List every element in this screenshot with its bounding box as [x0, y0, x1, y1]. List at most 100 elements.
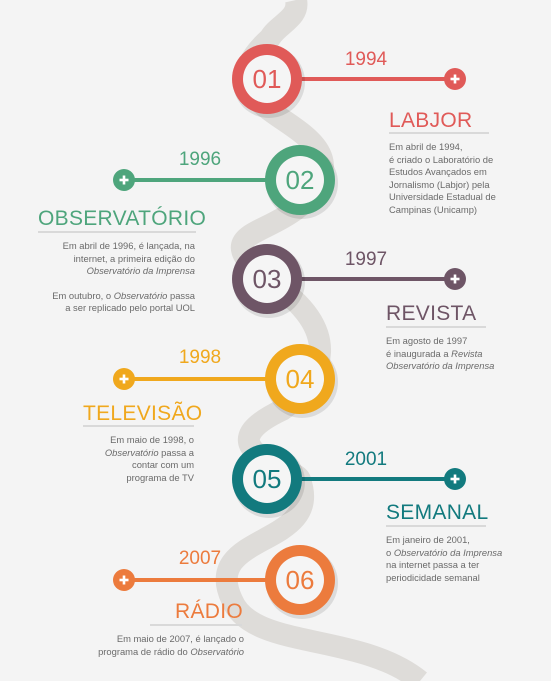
- description-line: é criado o Laboratório de: [389, 154, 496, 167]
- badge-inner: [276, 556, 324, 604]
- badge-inner: [243, 255, 291, 303]
- description-text: Em abril de 1994,: [389, 141, 463, 152]
- milestone-description: Em maio de 2007, é lançado o programa de …: [98, 633, 244, 658]
- plus-vertical: [453, 474, 457, 484]
- milestone-title: SEMANAL: [386, 501, 489, 524]
- badge-inner: [276, 355, 324, 403]
- description-text: Observatório: [190, 645, 244, 657]
- title-divider: [83, 425, 194, 427]
- title-divider: [150, 624, 242, 626]
- milestone-title: TELEVISÃO: [83, 402, 203, 425]
- description-text: é criado o Laboratório de: [389, 153, 494, 165]
- description-line: Em abril de 1996, é lançada, na: [52, 240, 195, 253]
- description-line: Em maio de 1998, o: [105, 434, 194, 447]
- title-divider: [386, 326, 486, 328]
- description-text: Estudos Avançados em: [389, 166, 487, 178]
- title-divider: [386, 525, 486, 527]
- description-line: internet, a primeira edição do: [52, 253, 195, 266]
- description-text: Observatório da Imprensa: [86, 265, 195, 277]
- description-text: Em maio de 1998, o: [110, 434, 194, 445]
- description-line: periodicidade semanal: [386, 572, 502, 585]
- milestone-graphic-05: 05 2001: [232, 444, 466, 518]
- description-line: programa de TV: [105, 472, 194, 485]
- description-text: o: [386, 546, 394, 558]
- description-text: periodicidade semanal: [386, 571, 480, 583]
- description-line: Em outubro, o Observatório passa: [52, 290, 195, 303]
- milestone-description: Em abril de 1994, é criado o Laboratório …: [389, 141, 496, 217]
- description-text: programa de TV: [126, 471, 194, 483]
- description-line: Jornalismo (Labjor) pela: [389, 179, 496, 192]
- badge-inner: [276, 156, 324, 204]
- plus-vertical: [122, 575, 126, 585]
- description-line: Estudos Avançados em: [389, 166, 496, 179]
- description-text: programa de rádio do: [98, 645, 191, 657]
- plus-vertical: [453, 274, 457, 284]
- milestone-year: 1996: [179, 149, 221, 170]
- description-line: Observatório passa a: [105, 447, 194, 460]
- milestone-number: 03: [253, 264, 282, 294]
- description-text: Observatório: [113, 289, 168, 301]
- milestone-graphic-02: 02 1996: [113, 145, 338, 219]
- plus-vertical: [122, 374, 126, 384]
- description-text: Universidade Estadual de: [389, 191, 496, 203]
- description-text: na internet passa a ter: [386, 559, 480, 571]
- milestone-year: 1998: [179, 347, 221, 368]
- milestone-description: Em maio de 1998, o Observatório passa a co…: [105, 434, 194, 484]
- description-line: Em janeiro de 2001,: [386, 534, 502, 547]
- milestone-title: RÁDIO: [175, 600, 244, 623]
- description-line: a ser replicado pelo portal UOL: [52, 302, 195, 315]
- description-text: a ser replicado pelo portal UOL: [65, 302, 195, 314]
- description-line: Campinas (Unicamp): [389, 204, 496, 217]
- description-text: Em maio de 2007, é lançado o: [116, 633, 244, 644]
- milestone-year: 2001: [345, 449, 387, 470]
- description-text: Revista: [451, 347, 483, 359]
- milestone-graphic-03: 03 1997: [232, 244, 466, 318]
- description-line: Em maio de 2007, é lançado o: [98, 633, 244, 646]
- milestone-graphic-01: 01 1994: [232, 44, 466, 118]
- milestone-description: Em agosto de 1997 é inaugurada a Revista O…: [386, 335, 494, 373]
- description-line: Em agosto de 1997: [386, 335, 494, 348]
- milestone-year: 2007: [179, 548, 221, 569]
- milestone-year: 1997: [345, 249, 387, 270]
- milestone-title: REVISTA: [386, 302, 477, 325]
- badge-inner: [243, 455, 291, 503]
- description-line: Observatório da Imprensa: [52, 265, 195, 278]
- description-text: passa a: [158, 446, 194, 458]
- description-text: Campinas (Unicamp): [389, 203, 478, 215]
- description-text: é inaugurada a: [386, 347, 452, 359]
- milestone-description: Em janeiro de 2001, o Observatório da Imp…: [386, 534, 502, 584]
- description-text: Em janeiro de 2001,: [386, 534, 470, 545]
- description-text: Em agosto de 1997: [386, 335, 468, 346]
- description-text: Observatório da Imprensa: [393, 546, 503, 558]
- description-text: Observatório da Imprensa: [386, 360, 495, 372]
- milestone-graphic-06: 06 2007: [113, 545, 338, 619]
- description-text: contar com um: [132, 459, 194, 471]
- plus-vertical: [453, 74, 457, 84]
- milestone-title: LABJOR: [389, 109, 473, 132]
- description-text: Em outubro, o: [52, 289, 114, 301]
- description-line: é inaugurada a Revista: [386, 348, 494, 361]
- description-line: Observatório da Imprensa: [386, 360, 494, 373]
- milestone-number: 05: [253, 464, 282, 494]
- description-line: programa de rádio do Observatório: [98, 646, 244, 659]
- milestone-description: Em abril de 1996, é lançada, na internet,…: [52, 240, 195, 315]
- description-text: Observatório: [104, 446, 159, 458]
- description-text: passa: [167, 289, 195, 301]
- description-line: Em abril de 1994,: [389, 141, 496, 154]
- description-line: contar com um: [105, 459, 194, 472]
- milestone-graphic-04: 04 1998: [113, 344, 338, 418]
- milestone-number: 02: [286, 165, 315, 195]
- milestone-number: 06: [286, 565, 315, 595]
- description-line: Universidade Estadual de: [389, 191, 496, 204]
- description-text: internet, a primeira edição do: [73, 252, 195, 264]
- description-line: na internet passa a ter: [386, 559, 502, 572]
- description-line: o Observatório da Imprensa: [386, 547, 502, 560]
- milestone-year: 1994: [345, 49, 388, 70]
- title-divider: [389, 132, 489, 134]
- plus-vertical: [122, 175, 126, 185]
- title-divider: [38, 231, 196, 233]
- badge-inner: [243, 55, 291, 103]
- milestone-number: 01: [253, 64, 282, 94]
